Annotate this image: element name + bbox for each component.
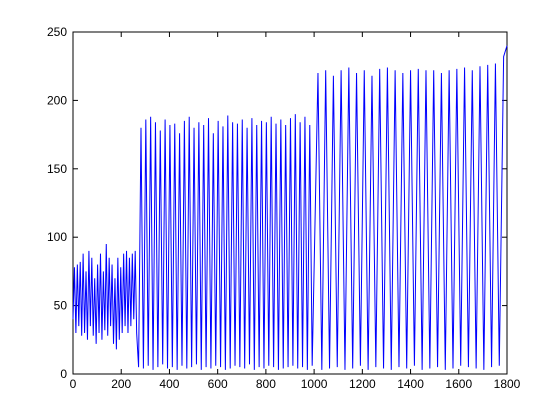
x-tick-label: 600 [208, 377, 228, 391]
x-tick-label: 0 [70, 377, 77, 391]
y-tick-label: 100 [47, 230, 67, 244]
y-tick-label: 0 [60, 367, 67, 381]
y-tick-label: 50 [54, 299, 68, 313]
y-tick-label: 150 [47, 162, 67, 176]
x-tick-label: 1400 [397, 377, 424, 391]
y-tick-label: 200 [47, 93, 67, 107]
x-tick-label: 1600 [445, 377, 472, 391]
x-tick-label: 800 [256, 377, 276, 391]
x-tick-label: 200 [111, 377, 131, 391]
x-tick-label: 400 [159, 377, 179, 391]
x-tick-label: 1200 [349, 377, 376, 391]
x-tick-label: 1000 [301, 377, 328, 391]
x-tick-label: 1800 [494, 377, 521, 391]
y-tick-label: 250 [47, 25, 67, 39]
data-line [72, 45, 508, 370]
